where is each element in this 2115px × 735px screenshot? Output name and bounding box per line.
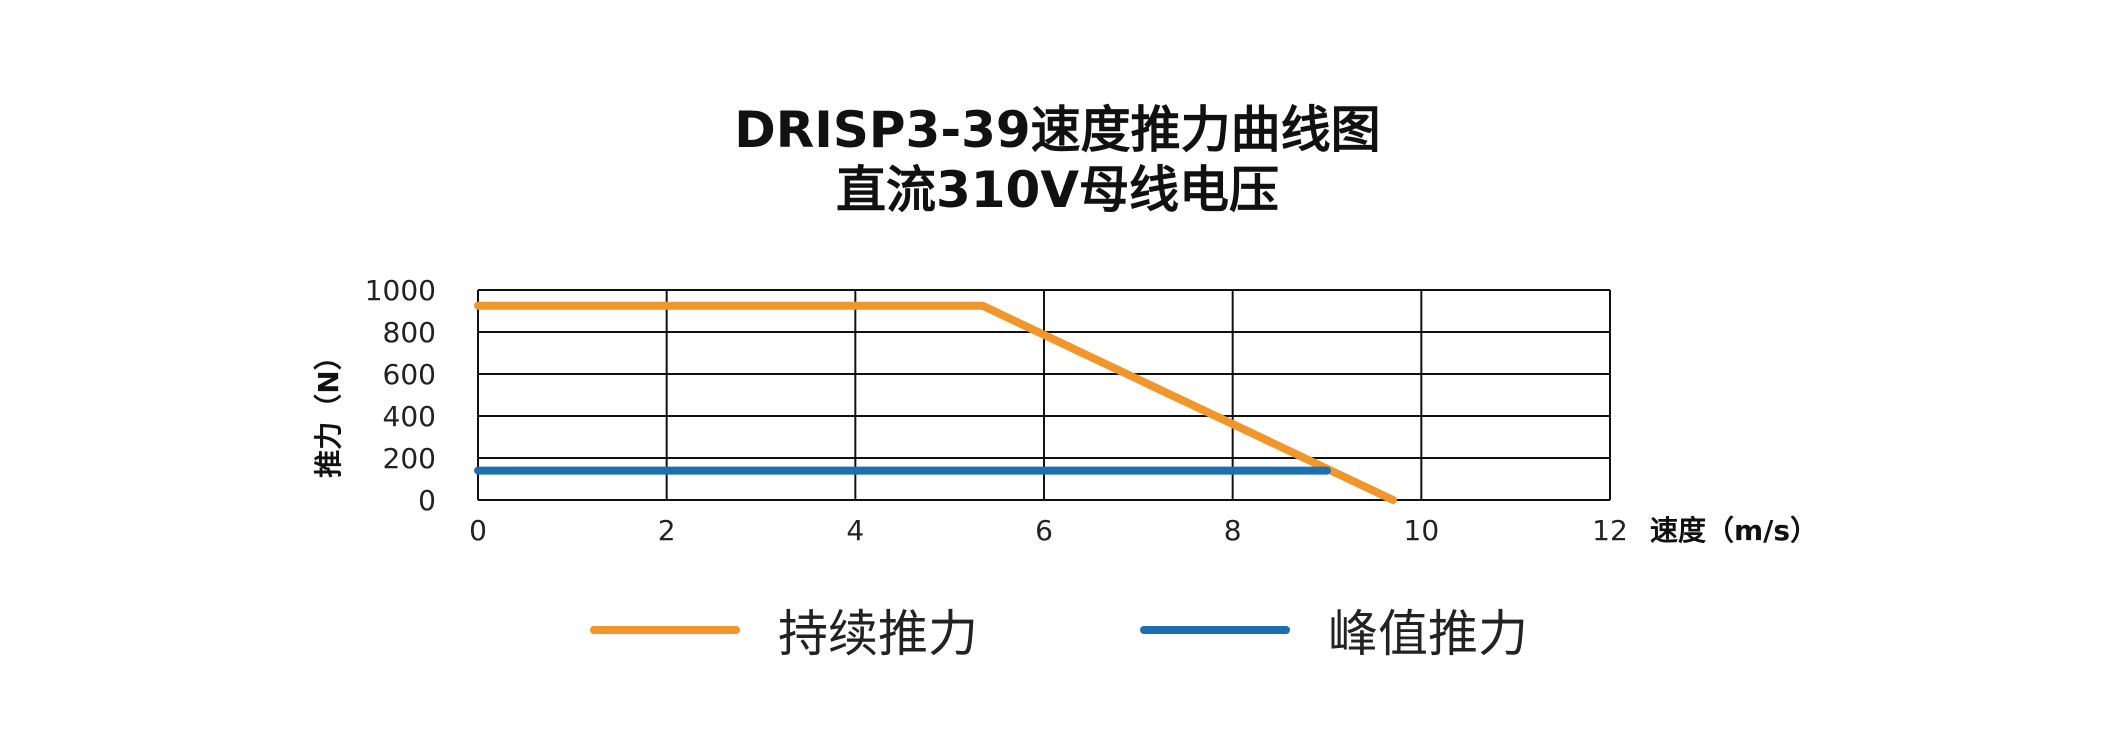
x-tick-label: 4: [846, 514, 864, 547]
y-tick-label: 400: [383, 400, 436, 433]
chart-subtitle: 直流310V母线电压: [835, 161, 1280, 219]
legend-label-peak: 峰值推力: [1328, 605, 1528, 663]
x-tick-label: 8: [1224, 514, 1242, 547]
y-tick-label: 800: [383, 316, 436, 349]
x-tick-label: 10: [1404, 514, 1440, 547]
x-tick-label: 0: [469, 514, 487, 547]
x-tick-label: 12: [1592, 514, 1628, 547]
y-axis-label: 推力（N）: [312, 342, 345, 477]
x-tick-label: 6: [1035, 514, 1053, 547]
x-axis-label: 速度（m/s）: [1650, 514, 1818, 547]
legend-item-continuous: 持续推力: [590, 595, 978, 665]
y-tick-label: 600: [383, 358, 436, 391]
legend-label-continuous: 持续推力: [778, 605, 978, 663]
chart-title: DRISP3-39速度推力曲线图: [734, 101, 1381, 159]
series-line-0: [474, 301, 1398, 504]
y-tick-label: 200: [383, 442, 436, 475]
y-tick-label: 1000: [365, 274, 436, 307]
x-tick-label: 2: [658, 514, 676, 547]
y-tick-label: 0: [418, 484, 436, 517]
legend-item-peak: 峰值推力: [1140, 595, 1528, 665]
legend-swatch-peak: [1140, 626, 1290, 634]
legend-swatch-continuous: [590, 626, 740, 634]
